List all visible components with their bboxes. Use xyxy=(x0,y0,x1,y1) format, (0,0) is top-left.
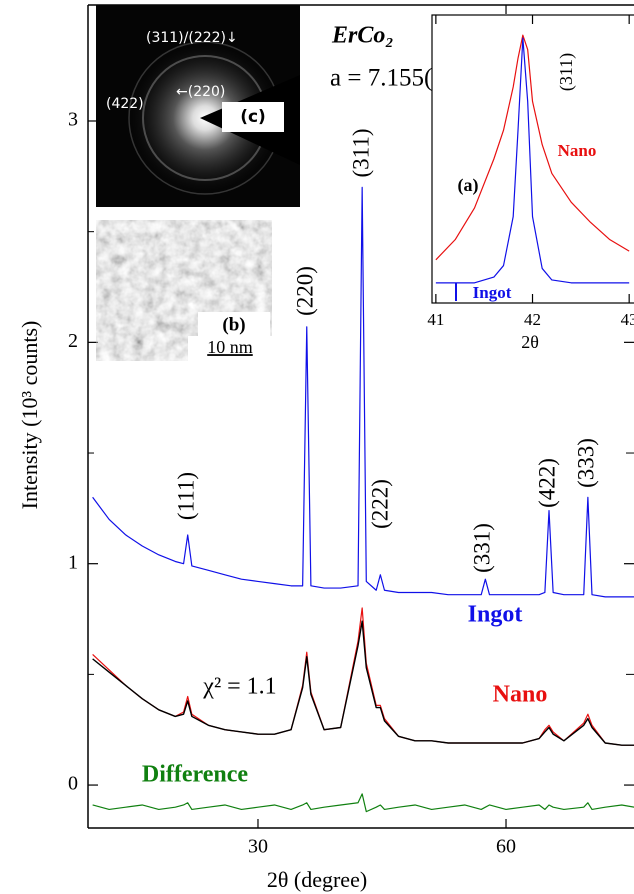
scale-bar-label: 10 nm xyxy=(207,337,253,357)
inset-peak-label: (311) xyxy=(556,53,577,91)
legend-label: Ingot xyxy=(473,283,512,302)
y-tick-label: 1 xyxy=(68,551,78,573)
peak-label: (222) xyxy=(367,479,392,529)
legend-label: Nano xyxy=(558,141,597,160)
annotation: Nano xyxy=(493,682,548,708)
y-tick-label: 2 xyxy=(68,330,78,352)
peak-label: (333) xyxy=(573,438,598,488)
series-line xyxy=(93,794,634,812)
inset-title: (a) xyxy=(458,175,479,196)
image-text: (311)/(222)↓ xyxy=(146,30,238,46)
image-label: (c) xyxy=(240,107,266,127)
figure: Intensity (10³ counts) 2θ (degree) ErCo₂… xyxy=(0,0,634,894)
y-axis-label: Intensity (10³ counts) xyxy=(17,321,42,510)
image-text: (422) xyxy=(106,96,144,112)
chart-title: ErCo₂ xyxy=(331,23,394,49)
inset-a: (a) 2θ (311) Nano Ingot 41 42 43 xyxy=(427,15,634,352)
x-tick-label: 60 xyxy=(496,836,516,858)
image-text: ←(220) xyxy=(176,84,225,100)
y-tick-label: 3 xyxy=(68,109,78,131)
annotation: χ² = 1.1 xyxy=(202,674,276,700)
inset-c: (c) (311)/(222)↓ ←(220) (422) xyxy=(96,5,300,207)
inset-b: (b) 10 nm xyxy=(96,220,272,361)
peak-label: (220) xyxy=(292,266,317,316)
annotation: Difference xyxy=(142,762,249,788)
peak-label: (111) xyxy=(173,472,198,520)
x-tick-label: 41 xyxy=(427,310,444,329)
peak-label: (331) xyxy=(469,523,494,573)
peak-label: (422) xyxy=(534,458,559,508)
annotation: Ingot xyxy=(468,602,523,628)
image-label: (b) xyxy=(222,314,245,335)
x-tick-label: 30 xyxy=(248,836,268,858)
x-axis-label: 2θ (degree) xyxy=(267,867,367,892)
peak-label: (311) xyxy=(348,129,373,178)
x-tick-label: 42 xyxy=(524,310,541,329)
inset-x-label: 2θ xyxy=(521,332,539,352)
inset-frame xyxy=(432,15,634,303)
series-line xyxy=(93,621,634,745)
x-tick-label: 43 xyxy=(621,310,634,329)
y-tick-label: 0 xyxy=(68,773,78,795)
